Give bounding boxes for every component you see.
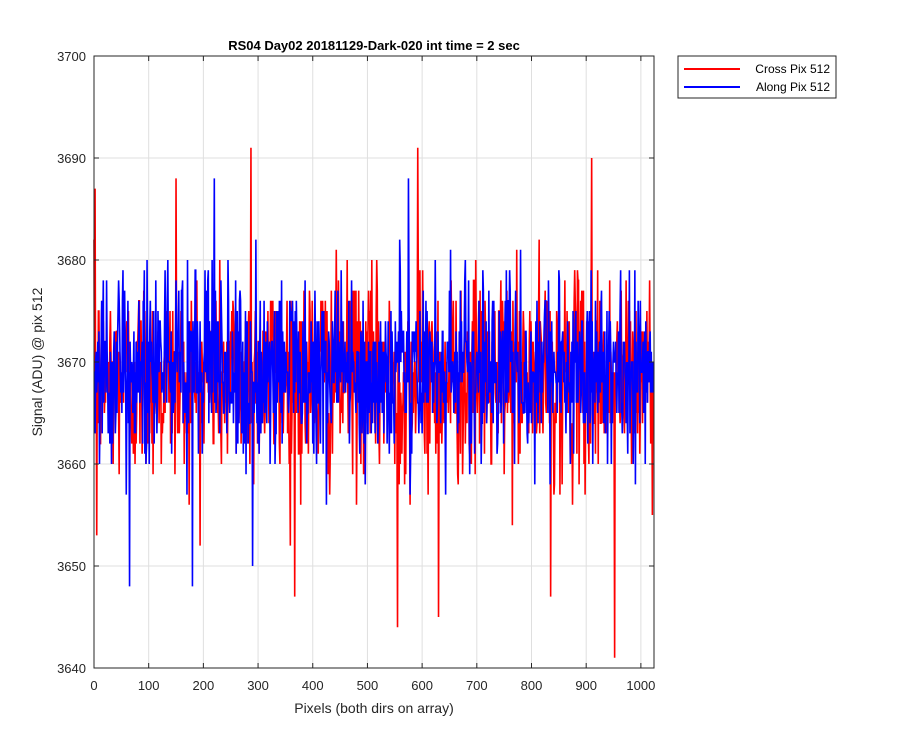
y-tick-label: 3640: [57, 661, 86, 676]
series-layer: [93, 147, 655, 658]
y-tick-label: 3660: [57, 457, 86, 472]
legend-label-along: Along Pix 512: [756, 80, 830, 94]
x-tick-label: 200: [193, 678, 215, 693]
x-tick-label: 800: [521, 678, 543, 693]
x-tick-label: 700: [466, 678, 488, 693]
legend: Cross Pix 512 Along Pix 512: [677, 55, 837, 99]
y-tick-label: 3670: [57, 355, 86, 370]
y-tick-label: 3690: [57, 151, 86, 166]
x-tick-label: 600: [411, 678, 433, 693]
y-tick-label: 3680: [57, 253, 86, 268]
chart-title: RS04 Day02 20181129-Dark-020 int time = …: [228, 38, 520, 53]
y-axis-label: Signal (ADU) @ pix 512: [29, 287, 45, 436]
x-tick-label: 400: [302, 678, 324, 693]
x-axis-label: Pixels (both dirs on array): [294, 700, 454, 716]
x-tick-label: 500: [357, 678, 379, 693]
series-line-along-pix-512: [93, 178, 655, 587]
x-tick-label: 1000: [626, 678, 655, 693]
y-tick-label: 3700: [57, 49, 86, 64]
ticks: 0 100 200 300 400 500 600 700 800 900 1000 3640 3650…: [57, 49, 655, 693]
x-tick-label: 900: [575, 678, 597, 693]
legend-box: [677, 55, 837, 99]
x-tick-label: 100: [138, 678, 160, 693]
y-tick-label: 3650: [57, 559, 86, 574]
x-tick-label: 300: [247, 678, 269, 693]
legend-label-cross: Cross Pix 512: [755, 62, 830, 76]
x-tick-label: 0: [90, 678, 97, 693]
